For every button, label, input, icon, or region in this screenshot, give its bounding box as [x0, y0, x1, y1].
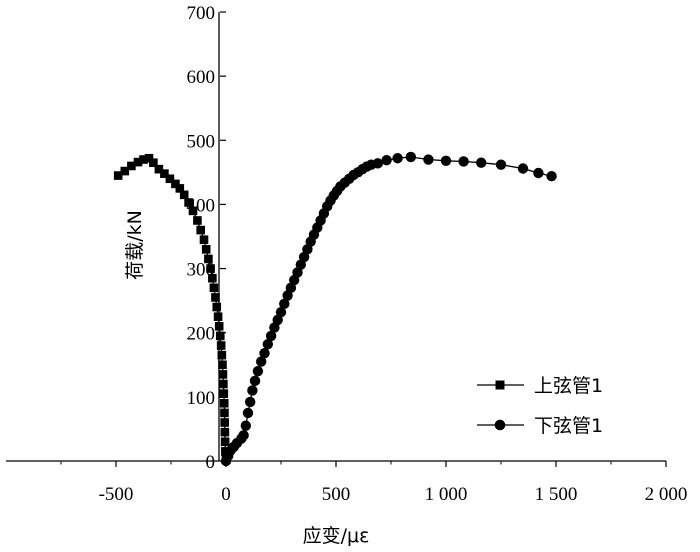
data-point-square: [133, 157, 143, 167]
data-point-circle: [245, 396, 256, 408]
data-point-circle: [256, 356, 267, 367]
x-tick-label: -500: [99, 484, 134, 505]
data-point-circle: [238, 430, 249, 441]
data-point-circle: [405, 151, 416, 163]
x-tick-label: 1 500: [535, 484, 578, 505]
data-point-circle: [279, 298, 290, 310]
data-point-circle: [517, 163, 529, 174]
data-point-square: [213, 312, 223, 321]
data-point-square: [206, 264, 215, 273]
legend: 上弦管1 下弦管1: [477, 375, 603, 437]
data-point-square: [212, 302, 222, 312]
data-point-circle: [259, 348, 270, 359]
data-point-square: [144, 153, 154, 163]
data-point-square: [219, 389, 229, 398]
data-point-square: [208, 273, 217, 283]
data-point-square: [204, 254, 213, 264]
y-tick-label: 600: [187, 67, 216, 88]
data-point-square: [179, 190, 189, 200]
data-point-square: [188, 206, 198, 216]
y-axis-title: 荷载/kN: [124, 210, 146, 280]
x-ticks: -500 0 500 1 000 1 500 2 000: [60, 461, 688, 505]
data-point-square: [196, 225, 205, 235]
data-point-circle: [242, 407, 254, 419]
data-point-square: [218, 370, 228, 379]
data-point-square: [220, 437, 230, 447]
y-tick-label: 200: [187, 324, 216, 345]
data-point-square: [217, 350, 227, 360]
y-tick-label: 100: [187, 388, 216, 409]
data-point-circle: [392, 153, 403, 164]
data-point-square: [149, 158, 158, 168]
data-point-square: [214, 322, 224, 331]
data-point-square: [199, 235, 209, 245]
x-tick-label: 500: [322, 484, 351, 505]
data-point-square: [184, 198, 193, 207]
data-point-circle: [247, 385, 258, 396]
data-point-square: [219, 379, 228, 389]
series-line-1: [225, 156, 552, 462]
legend-circle-marker: [494, 419, 506, 431]
data-point-circle: [495, 159, 507, 170]
data-point-square: [220, 427, 230, 437]
data-point-circle: [423, 154, 434, 165]
data-point-circle: [381, 154, 392, 166]
x-tick-label: 1 000: [425, 484, 468, 505]
y-tick-label: 500: [187, 131, 216, 152]
x-tick-label: 0: [221, 484, 231, 505]
data-point-square: [113, 171, 123, 180]
data-point-circle: [252, 366, 264, 377]
data-point-circle: [275, 306, 287, 318]
data-point-circle: [240, 420, 251, 431]
data-point-square: [175, 184, 185, 193]
data-point-square: [193, 216, 202, 225]
data-point-square: [139, 155, 148, 164]
y-tick-label: 0: [206, 452, 216, 473]
x-tick-label: 2 000: [645, 484, 688, 505]
x-axis-title: 应变/με: [303, 525, 370, 547]
data-point-square: [127, 161, 136, 171]
data-point-circle: [546, 171, 557, 182]
legend-label-lower-chord: 下弦管1: [534, 415, 603, 437]
legend-square-marker: [495, 380, 505, 390]
data-point-square: [218, 360, 227, 370]
data-point-square: [216, 341, 226, 350]
plot-series: [113, 151, 557, 467]
data-point-circle: [249, 375, 261, 387]
data-point-circle: [262, 339, 273, 350]
data-point-circle: [372, 158, 383, 169]
data-point-square: [209, 283, 219, 293]
data-point-square: [154, 164, 164, 174]
data-point-square: [160, 169, 169, 178]
data-point-circle: [265, 330, 277, 342]
data-point-square: [120, 166, 130, 176]
y-tick-label: 700: [187, 3, 216, 24]
data-point-square: [219, 398, 229, 408]
data-point-circle: [533, 167, 544, 179]
data-point-circle: [458, 156, 469, 167]
data-point-square: [165, 174, 175, 184]
data-point-square: [171, 179, 180, 189]
legend-label-upper-chord: 上弦管1: [534, 375, 603, 397]
data-point-square: [215, 331, 225, 341]
data-point-square: [220, 408, 229, 418]
data-point-square: [211, 293, 220, 302]
data-point-circle: [476, 157, 487, 168]
data-point-circle: [440, 155, 452, 167]
data-point-square: [220, 418, 229, 427]
data-point-square: [201, 245, 211, 254]
